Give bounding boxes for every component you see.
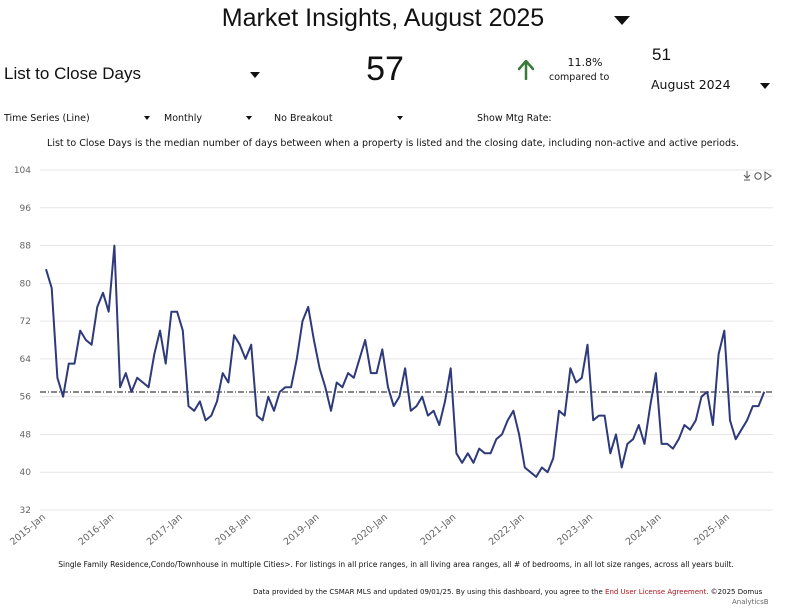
credit-suffix: . ©2025 Domus (706, 588, 763, 596)
chart-toolbar (743, 171, 772, 181)
breakout-caret-icon[interactable] (397, 116, 403, 120)
comparison-value: 51 (652, 45, 671, 64)
frequency-caret-icon[interactable] (246, 116, 252, 120)
page-title: Market Insights, August 2025 (221, 4, 545, 32)
x-tick-label: 2023-Jan (555, 512, 595, 548)
brand-text: AnalyticsB (732, 598, 769, 606)
x-tick-label: 2020-Jan (350, 512, 390, 548)
breakout-select[interactable]: No Breakout (274, 113, 333, 124)
series-line-list-to-close-days (45, 244, 766, 478)
comparison-period-select[interactable]: August 2024 (651, 77, 731, 92)
y-tick-label: 72 (20, 317, 31, 327)
x-tick-label: 2015-Jan (8, 512, 48, 548)
y-tick-label: 32 (20, 506, 31, 516)
x-tick-label: 2022-Jan (487, 512, 527, 548)
x-tick-label: 2018-Jan (213, 512, 253, 548)
metric-description: List to Close Days is the median number … (47, 138, 739, 149)
y-axis: 32 40 48 56 64 72 80 88 96 104 (14, 166, 31, 516)
current-metric-value: 57 (366, 50, 404, 88)
download-icon[interactable] (743, 171, 751, 181)
x-tick-label: 2016-Jan (76, 512, 116, 548)
x-tick-label: 2019-Jan (282, 512, 322, 548)
trend-up-arrow-icon (518, 60, 534, 80)
y-tick-label: 88 (20, 242, 32, 252)
metric-select[interactable]: List to Close Days (4, 64, 141, 83)
x-tick-label: 2017-Jan (145, 512, 185, 548)
chart-type-select[interactable]: Time Series (Line) (4, 113, 90, 124)
y-tick-label: 96 (20, 204, 32, 214)
title-dropdown-caret-icon[interactable] (614, 16, 630, 25)
x-tick-label: 2025-Jan (692, 512, 732, 548)
y-tick-label: 40 (20, 468, 32, 478)
chart-footnote: Single Family Residence,Condo/Townhouse … (58, 560, 734, 569)
y-tick-label: 48 (20, 430, 32, 440)
x-axis: 2015-Jan 2016-Jan 2017-Jan 2018-Jan 2019-Jan… (8, 512, 732, 548)
frequency-select[interactable]: Monthly (164, 113, 203, 124)
data-credit: Data provided by the CSMAR MLS and updat… (253, 588, 762, 596)
gridlines (40, 169, 773, 511)
x-tick-label: 2024-Jan (624, 512, 664, 548)
y-tick-label: 64 (20, 355, 32, 365)
refresh-icon[interactable] (754, 172, 762, 180)
expand-icon[interactable] (764, 171, 772, 181)
y-tick-label: 56 (20, 393, 32, 403)
y-tick-label: 80 (20, 279, 32, 289)
comparison-dropdown-caret-icon[interactable] (760, 83, 770, 89)
x-tick-label: 2021-Jan (418, 512, 458, 548)
change-percent: 11.8% (567, 56, 603, 69)
mtg-rate-toggle[interactable]: Show Mtg Rate: (477, 113, 552, 124)
chart-type-caret-icon[interactable] (144, 116, 150, 120)
metric-dropdown-caret-icon[interactable] (250, 72, 260, 78)
credit-prefix: Data provided by the CSMAR MLS and updat… (253, 588, 606, 596)
compared-to-label: compared to (549, 72, 610, 83)
y-tick-label: 104 (14, 166, 31, 176)
license-link[interactable]: End User License Agreement (605, 588, 707, 596)
